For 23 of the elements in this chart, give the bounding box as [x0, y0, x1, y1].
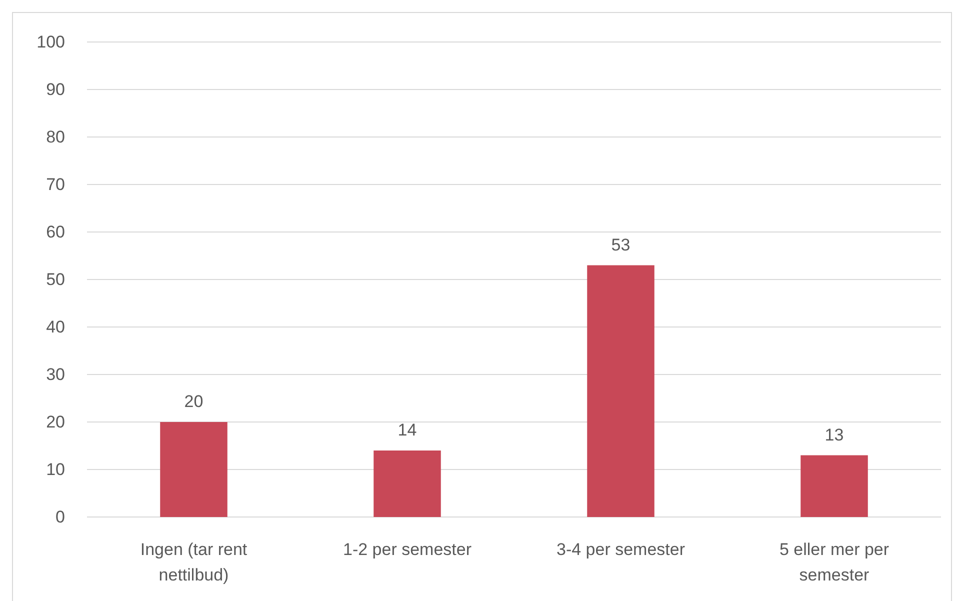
data-label: 14: [398, 420, 417, 440]
y-tick-label: 30: [46, 364, 65, 384]
bar: [800, 455, 868, 517]
y-tick-label: 20: [46, 412, 65, 432]
y-tick-label: 60: [46, 222, 65, 242]
bar: [587, 265, 654, 517]
bar: [374, 450, 441, 517]
y-tick-label: 70: [46, 174, 65, 194]
y-tick-label: 100: [36, 32, 65, 52]
x-tick-label: 1-2 per semester: [343, 540, 472, 559]
y-tick-label: 90: [46, 80, 65, 99]
x-tick-label: Ingen (tar rent nettilbud): [140, 540, 248, 584]
data-label: 13: [824, 425, 844, 444]
data-label: 53: [611, 235, 630, 254]
bar: [160, 422, 228, 517]
x-tick-label: 5 eller mer per semester: [779, 540, 890, 584]
y-tick-label: 0: [56, 507, 65, 526]
y-tick-label: 50: [46, 270, 65, 289]
y-tick-label: 40: [46, 317, 65, 336]
y-tick-label: 80: [46, 127, 65, 146]
data-label: 20: [184, 392, 204, 411]
x-tick-label: 3-4 per semester: [556, 540, 686, 559]
y-tick-label: 10: [46, 460, 65, 479]
